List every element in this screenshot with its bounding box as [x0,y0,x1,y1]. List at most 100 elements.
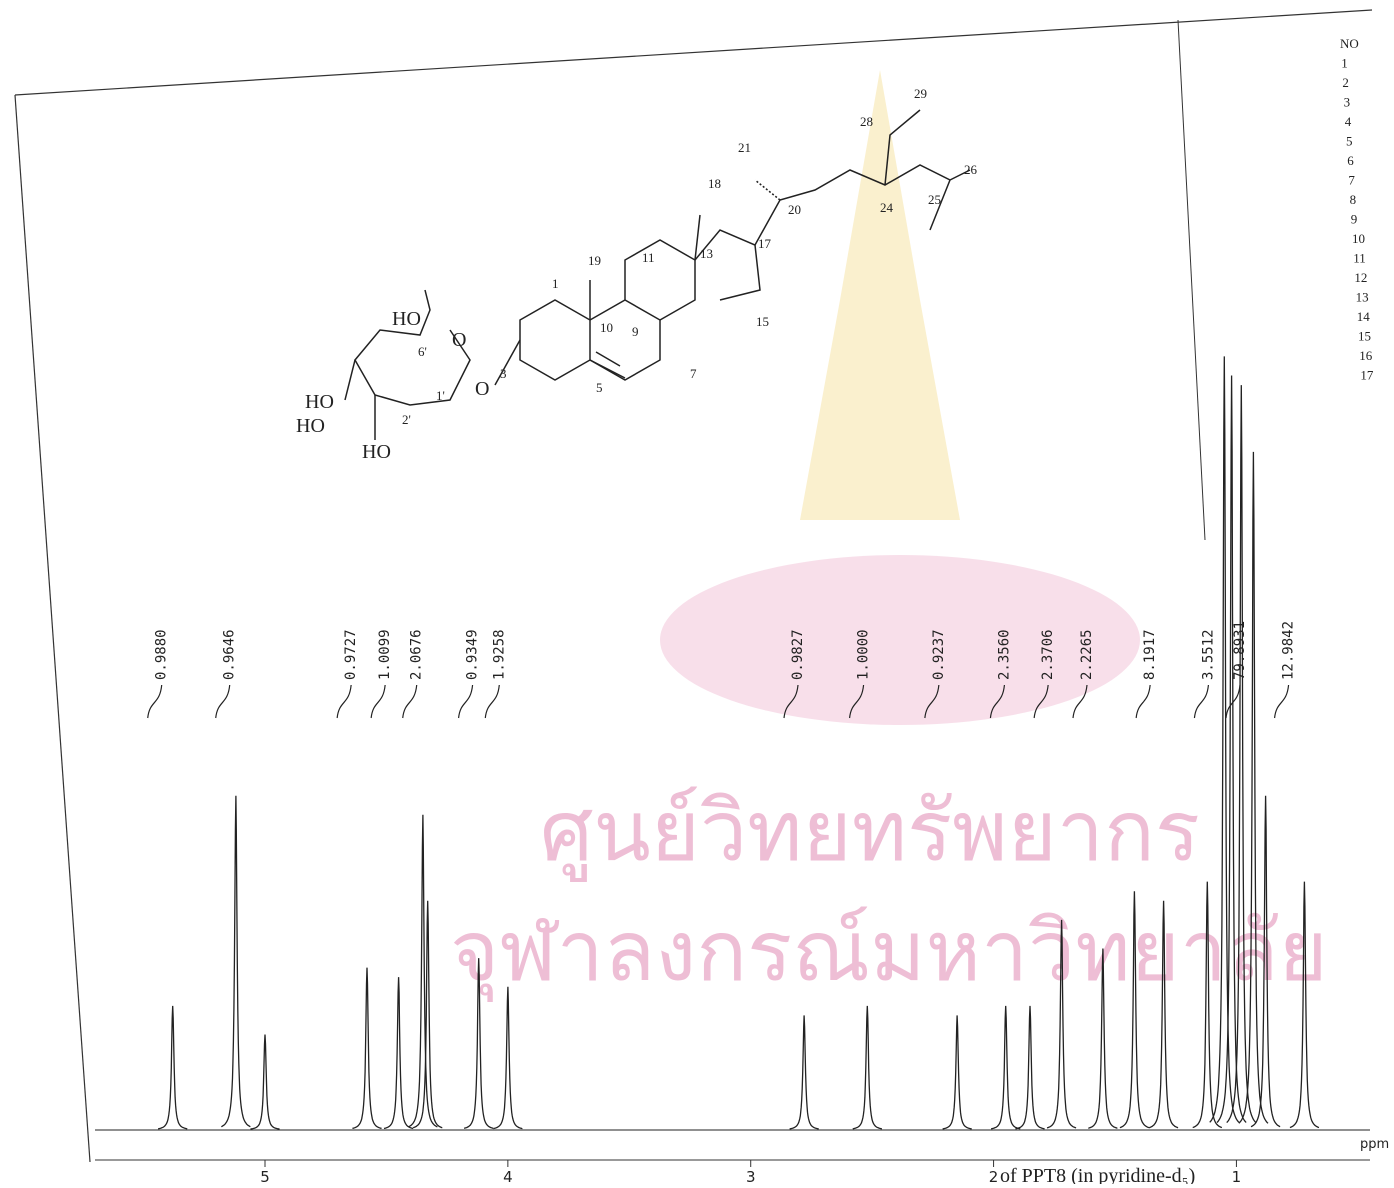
peak [942,1015,972,1130]
watermark-text: ศูนย์วิทยทรัพยากร [540,782,1200,882]
integral-label: 1.0099 [377,629,393,680]
atom-label: 6' [418,344,427,359]
x-tick-label: 4 [503,1168,513,1184]
side-item: 12 [1354,270,1367,285]
atom-label: HO [392,308,421,330]
side-item: 14 [1357,309,1371,324]
side-item: 10 [1352,231,1365,246]
side-item: 4 [1345,114,1352,129]
peak [463,958,494,1129]
frame [14,94,91,1163]
integral-curve [402,684,418,719]
integral-curve [848,684,865,719]
integral-label: 0.9646 [222,629,238,680]
peak [1238,451,1269,1124]
atom-label: 5 [596,380,603,395]
integral-curve [457,684,474,719]
integral-curve [1072,684,1088,719]
x-tick-label: 1 [1232,1168,1242,1184]
side-item: 15 [1358,329,1371,344]
integral-label: 1.9258 [491,629,507,680]
peak [1226,385,1257,1124]
integral-curve [370,684,386,719]
peak [493,986,523,1130]
integral-label: 0.9880 [154,629,170,680]
integral-curve [1225,684,1241,719]
peak [1289,881,1320,1129]
side-item: 8 [1350,192,1357,207]
integral-curve [336,684,352,719]
atom-label: 2' [402,412,411,427]
side-item: 13 [1356,290,1369,305]
atom-label: 25 [928,192,941,207]
side-item: 9 [1351,212,1358,227]
watermark-ellipse [660,555,1140,725]
atom-label: 11 [642,250,655,265]
atom-label: 10 [600,320,613,335]
peak [1209,356,1240,1123]
atom-label: 26 [964,162,978,177]
integral-label: 2.3560 [996,629,1012,680]
integral-label: 0.9827 [790,629,806,680]
watermark-emblem [800,70,960,520]
x-tick-label: 5 [260,1168,270,1184]
atom-label: 1 [552,276,559,291]
caption: of PPT8 (in pyridine-d₅) [1000,1165,1195,1184]
integral-curve [147,684,163,719]
atom-label: O [452,329,466,351]
atom-label: 20 [788,202,801,217]
atom-label: 19 [588,253,601,268]
atom-label: HO [305,391,334,413]
atom-label: HO [296,415,325,437]
atom-label: HO [362,441,391,463]
peak [412,900,443,1129]
integral-label: 8.1917 [1142,629,1158,680]
frame [14,9,1373,96]
atom-label: 15 [756,314,769,329]
peak [1148,900,1179,1129]
peak [383,977,414,1130]
frame [1177,19,1206,541]
side-item: 2 [1342,75,1349,90]
peak [789,1015,819,1130]
integral-curve [484,684,500,719]
integral-label: 3.5512 [1200,629,1216,680]
side-item: 6 [1347,153,1354,168]
integral-curve [1273,684,1290,719]
peak [990,1005,1021,1130]
peak [1216,375,1247,1123]
peak [852,1005,883,1130]
side-item: 3 [1344,95,1351,110]
atom-label: 7 [690,366,697,381]
integral-curve [783,684,799,719]
side-item: 5 [1346,134,1353,149]
atom-label: 3 [500,366,507,381]
integral-label: 0.9237 [931,629,947,680]
integral-label: 2.0676 [409,629,425,680]
peak [408,814,438,1128]
integral-curve [1033,684,1049,719]
x-axis-label: ppm [1360,1137,1389,1152]
side-item: 1 [1341,56,1348,71]
spectrum: 5 4 3 2 1 ppm 0.9880 0.9646 0.9727 1.0099 2.0676 0.… [95,356,1389,1186]
atom-label: 28 [860,114,873,129]
integral-label: 12.9842 [1281,621,1297,680]
peak [352,967,382,1130]
peak [250,1034,280,1130]
integral-label: 1.0000 [856,629,872,680]
atom-label: 29 [914,86,927,101]
integral-label: 79.8931 [1232,621,1248,680]
side-item: NO [1340,36,1359,51]
integral-label: 0.9349 [465,629,481,680]
atom-label: 17 [758,236,772,251]
atom-label: 24 [880,200,894,215]
atom-label: 9 [632,324,639,339]
integral-curve [1193,684,1210,719]
integral-curve [1135,684,1151,719]
side-item: 16 [1359,348,1373,363]
atom-label: O [475,378,489,400]
peak [1192,881,1223,1129]
